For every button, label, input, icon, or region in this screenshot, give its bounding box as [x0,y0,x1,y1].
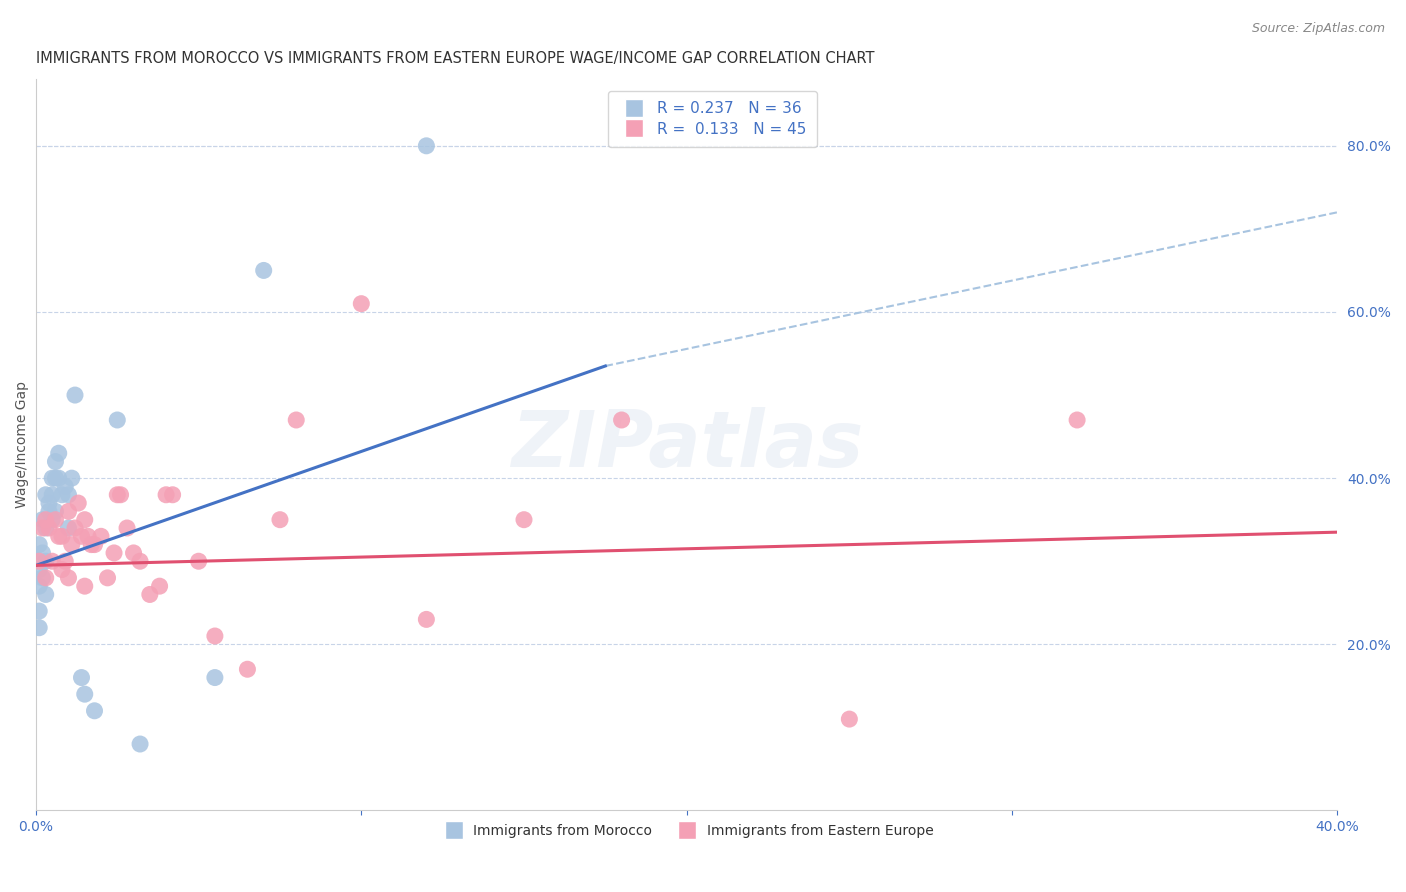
Point [60,471,83,485]
Point [350,296,373,310]
Point [35,521,58,535]
Point [269,513,291,527]
Legend: Immigrants from Morocco, Immigrants from Eastern Europe: Immigrants from Morocco, Immigrants from… [434,819,939,844]
Point [51,488,73,502]
Point [838,712,860,726]
Point [77,529,100,543]
Y-axis label: Wage/Income Gap: Wage/Income Gap [15,382,30,508]
Point [83,704,105,718]
Point [44,504,66,518]
Point [70,671,93,685]
Point [90,529,112,543]
Point [129,554,152,568]
Point [38,521,60,535]
Point [53,554,76,568]
Point [149,579,172,593]
Point [610,413,633,427]
Point [73,513,96,527]
Point [35,587,58,601]
Point [28,538,51,552]
Point [96,571,118,585]
Point [58,488,80,502]
Point [83,538,105,552]
Point [236,662,259,676]
Point [31,521,53,535]
Point [1066,413,1088,427]
Point [204,629,226,643]
Point [28,621,51,635]
Point [60,538,83,552]
Point [35,554,58,568]
Point [35,513,58,527]
Point [129,737,152,751]
Point [35,571,58,585]
Point [155,488,177,502]
Point [31,513,53,527]
Point [51,529,73,543]
Point [204,671,226,685]
Point [187,554,209,568]
Point [70,529,93,543]
Text: Source: ZipAtlas.com: Source: ZipAtlas.com [1251,22,1385,36]
Point [48,446,70,460]
Point [41,513,63,527]
Point [41,488,63,502]
Point [415,138,437,153]
Point [48,471,70,485]
Point [115,521,138,535]
Point [513,513,536,527]
Point [105,413,128,427]
Point [38,496,60,510]
Point [31,546,53,560]
Point [122,546,145,560]
Point [53,479,76,493]
Point [415,612,437,626]
Point [48,529,70,543]
Point [58,504,80,518]
Point [41,554,63,568]
Point [67,496,90,510]
Point [285,413,308,427]
Point [80,538,103,552]
Point [44,454,66,468]
Text: ZIPatlas: ZIPatlas [510,407,863,483]
Point [38,504,60,518]
Point [73,579,96,593]
Text: IMMIGRANTS FROM MOROCCO VS IMMIGRANTS FROM EASTERN EUROPE WAGE/INCOME GAP CORREL: IMMIGRANTS FROM MOROCCO VS IMMIGRANTS FR… [37,51,875,66]
Point [139,587,162,601]
Point [105,488,128,502]
Point [28,554,51,568]
Point [162,488,184,502]
Point [28,563,51,577]
Point [31,571,53,585]
Point [73,687,96,701]
Point [28,579,51,593]
Point [35,488,58,502]
Point [51,563,73,577]
Point [110,488,132,502]
Point [63,521,86,535]
Point [103,546,125,560]
Point [58,571,80,585]
Point [41,471,63,485]
Point [63,388,86,402]
Point [253,263,276,277]
Point [44,513,66,527]
Point [58,521,80,535]
Point [44,471,66,485]
Point [28,604,51,618]
